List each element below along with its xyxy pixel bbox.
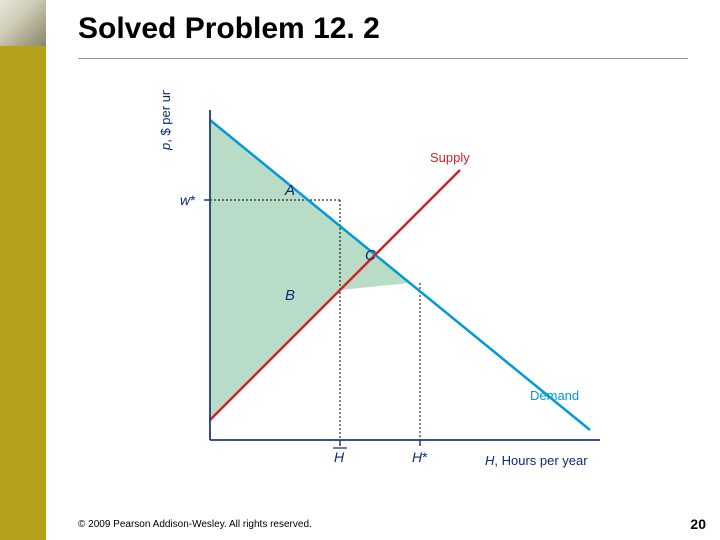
left-accent-stripe xyxy=(0,0,46,540)
svg-text:H, Hours per year: H, Hours per year xyxy=(485,453,588,468)
title-underline xyxy=(78,58,688,59)
economics-chart: p, $ per unit H, Hours per year w* H H* A B C Su… xyxy=(140,90,620,490)
page-number: 20 xyxy=(690,516,706,532)
corner-decorative-cube xyxy=(0,0,46,46)
copyright-text: © 2009 Pearson Addison-Wesley. All right… xyxy=(78,519,312,530)
svg-text:B: B xyxy=(285,287,295,304)
svg-text:p, $ per unit: p, $ per unit xyxy=(158,90,173,151)
svg-text:Demand: Demand xyxy=(530,388,579,403)
svg-text:C: C xyxy=(365,247,376,264)
svg-text:A: A xyxy=(284,182,295,199)
slide-title: Solved Problem 12. 2 xyxy=(78,12,380,46)
svg-text:Supply: Supply xyxy=(430,150,470,165)
svg-text:H: H xyxy=(334,449,345,465)
svg-text:w*: w* xyxy=(180,192,196,208)
svg-text:H*: H* xyxy=(412,449,428,465)
